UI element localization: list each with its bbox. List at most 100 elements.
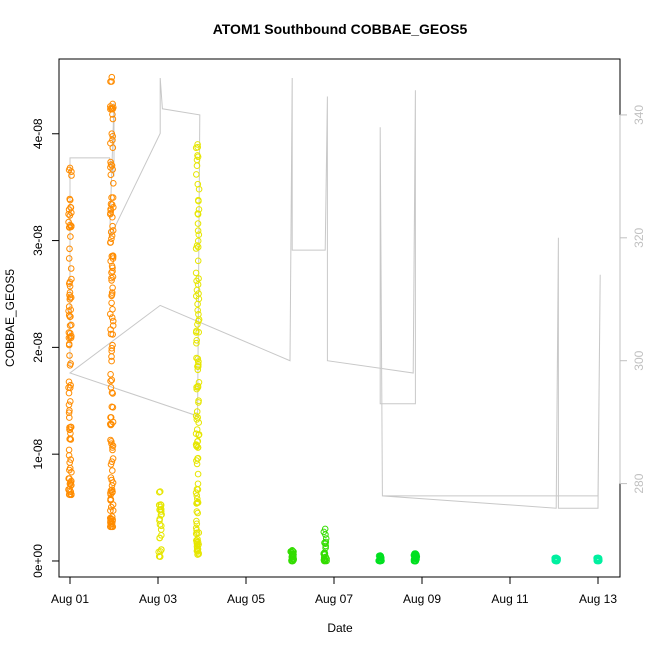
data-point <box>194 257 202 265</box>
data-point <box>108 277 115 284</box>
data-point <box>65 452 73 459</box>
data-point <box>192 245 200 252</box>
data-point <box>193 242 201 249</box>
data-point <box>108 438 115 445</box>
data-point <box>412 557 419 565</box>
data-point <box>194 470 202 478</box>
data-point <box>67 430 74 437</box>
data-point <box>194 141 201 148</box>
data-point <box>68 481 75 489</box>
data-point <box>193 171 200 178</box>
data-point <box>376 552 384 559</box>
data-point <box>107 210 114 218</box>
data-point <box>66 296 74 303</box>
data-point <box>107 507 114 514</box>
data-point <box>195 358 202 365</box>
data-point <box>594 554 602 562</box>
data-point <box>194 546 201 554</box>
data-point <box>68 468 75 476</box>
data-point <box>156 553 164 561</box>
data-point <box>109 341 116 349</box>
data-point <box>109 317 117 325</box>
x-tick-label: Aug 01 <box>51 592 89 606</box>
data-point <box>107 239 114 246</box>
data-point <box>66 414 73 421</box>
data-point <box>108 269 115 276</box>
data-point <box>193 537 200 545</box>
data-point <box>65 378 73 386</box>
data-point <box>193 442 200 450</box>
data-point <box>67 265 75 272</box>
data-point <box>195 431 203 438</box>
data-point <box>288 557 296 565</box>
data-point <box>192 412 200 420</box>
data-point <box>66 333 74 341</box>
data-point <box>158 522 165 530</box>
data-point <box>65 206 73 213</box>
data-point <box>108 252 116 260</box>
y-tick-label: 3e-08 <box>31 225 45 256</box>
data-point <box>110 180 117 187</box>
data-point <box>321 525 329 533</box>
y-axis-label: COBBAE_GEOS5 <box>3 269 17 367</box>
data-point <box>67 360 74 367</box>
data-point <box>66 459 73 466</box>
data-point <box>108 299 115 307</box>
data-point <box>194 414 201 421</box>
data-point <box>67 488 75 496</box>
data-point <box>157 501 165 509</box>
data-point <box>108 344 116 352</box>
y2-tick-label: 340 <box>632 105 646 125</box>
data-point <box>66 283 74 290</box>
data-point <box>194 480 202 488</box>
data-point <box>108 440 115 448</box>
data-point <box>552 557 560 565</box>
x-tick-label: Aug 09 <box>403 592 441 606</box>
data-point <box>193 337 200 344</box>
data-point <box>108 353 115 360</box>
data-point <box>108 513 116 521</box>
y2-tick-label: 300 <box>632 350 646 370</box>
data-point <box>108 130 116 137</box>
data-point <box>109 467 116 474</box>
data-point <box>65 340 73 348</box>
data-point <box>109 227 117 234</box>
data-point <box>108 194 115 201</box>
data-point <box>65 401 73 409</box>
y-axis: 0e+00 1e-08 2e-08 3e-08 4e-08 <box>31 118 60 578</box>
chart-title: ATOM1 Southbound COBBAE_GEOS5 <box>213 21 468 37</box>
data-point <box>108 458 116 466</box>
data-point <box>108 162 116 169</box>
data-point <box>320 554 328 561</box>
data-point <box>65 389 73 397</box>
data-point <box>321 551 329 558</box>
data-point <box>66 352 73 359</box>
y-tick-label: 0e+00 <box>31 544 45 578</box>
data-point <box>108 486 116 494</box>
data-point <box>109 390 116 397</box>
data-point <box>107 104 115 112</box>
data-point <box>107 474 115 481</box>
data-point <box>322 540 329 548</box>
data-point <box>193 156 201 164</box>
data-point <box>108 357 115 365</box>
data-point <box>66 164 74 172</box>
data-point <box>194 300 201 308</box>
y-tick-label: 2e-08 <box>31 332 45 363</box>
data-point <box>195 361 202 368</box>
data-point <box>66 466 73 474</box>
data-point <box>322 542 330 550</box>
data-point <box>288 554 296 562</box>
data-point <box>193 526 200 534</box>
data-point <box>108 503 115 511</box>
data-point <box>195 231 203 238</box>
data-point <box>66 221 74 229</box>
data-point <box>195 206 203 213</box>
data-point <box>156 488 164 495</box>
data-point <box>320 528 328 536</box>
data-point <box>192 329 200 336</box>
data-point <box>193 492 201 500</box>
data-point <box>194 211 202 218</box>
data-point <box>192 430 200 438</box>
data-point <box>193 354 200 362</box>
